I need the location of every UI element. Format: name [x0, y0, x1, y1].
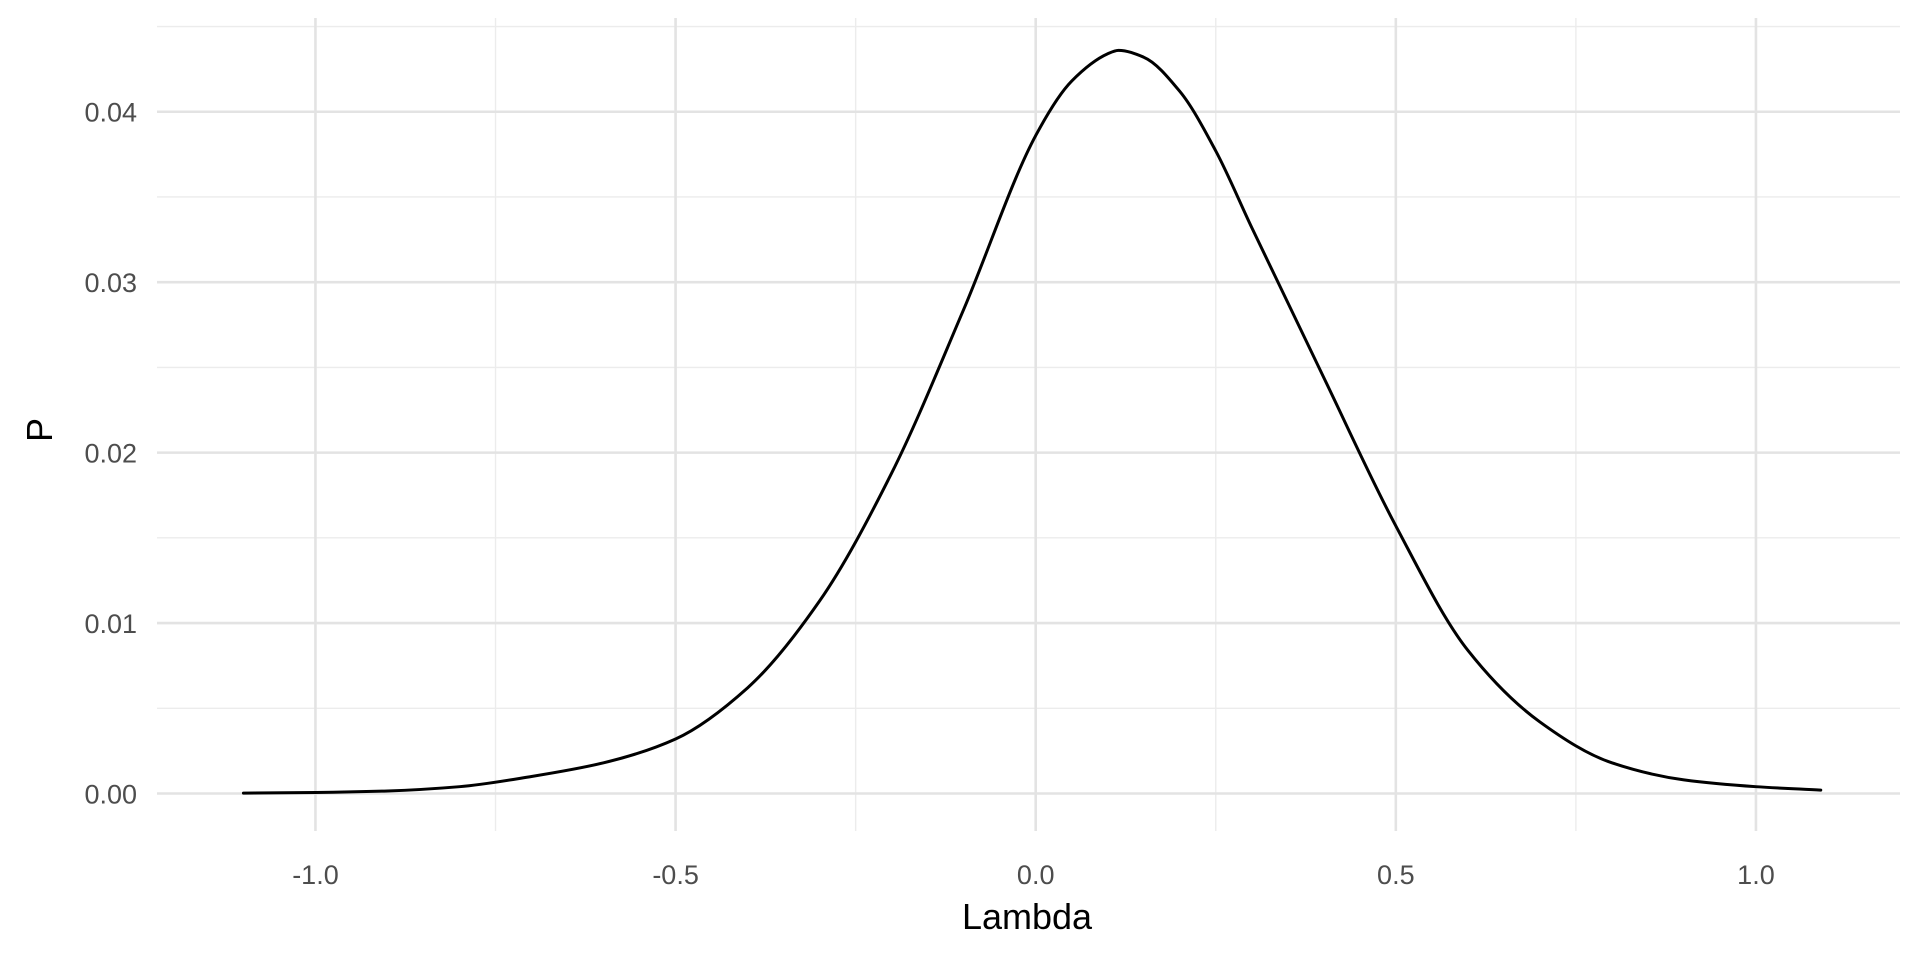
y-axis-tick-labels: 0.00 0.01 0.02 0.03 0.04 — [84, 98, 137, 810]
x-tick-label: -1.0 — [292, 860, 339, 890]
y-tick-label: 0.00 — [84, 780, 137, 810]
y-tick-label: 0.03 — [84, 268, 137, 298]
x-tick-label: 0.5 — [1377, 860, 1415, 890]
x-axis-title: Lambda — [962, 896, 1093, 937]
series-layer — [241, 48, 1823, 795]
y-tick-label: 0.01 — [84, 609, 137, 639]
x-tick-label: 0.0 — [1017, 860, 1055, 890]
x-tick-label: 1.0 — [1737, 860, 1775, 890]
x-tick-label: -0.5 — [652, 860, 699, 890]
y-tick-label: 0.04 — [84, 98, 137, 128]
minor-gridlines — [157, 18, 1900, 831]
major-gridlines — [157, 18, 1900, 831]
density-line — [241, 48, 1823, 795]
y-axis-title: P — [19, 418, 60, 442]
y-tick-label: 0.02 — [84, 439, 137, 469]
x-axis-tick-labels: -1.0 -0.5 0.0 0.5 1.0 — [292, 860, 1775, 890]
